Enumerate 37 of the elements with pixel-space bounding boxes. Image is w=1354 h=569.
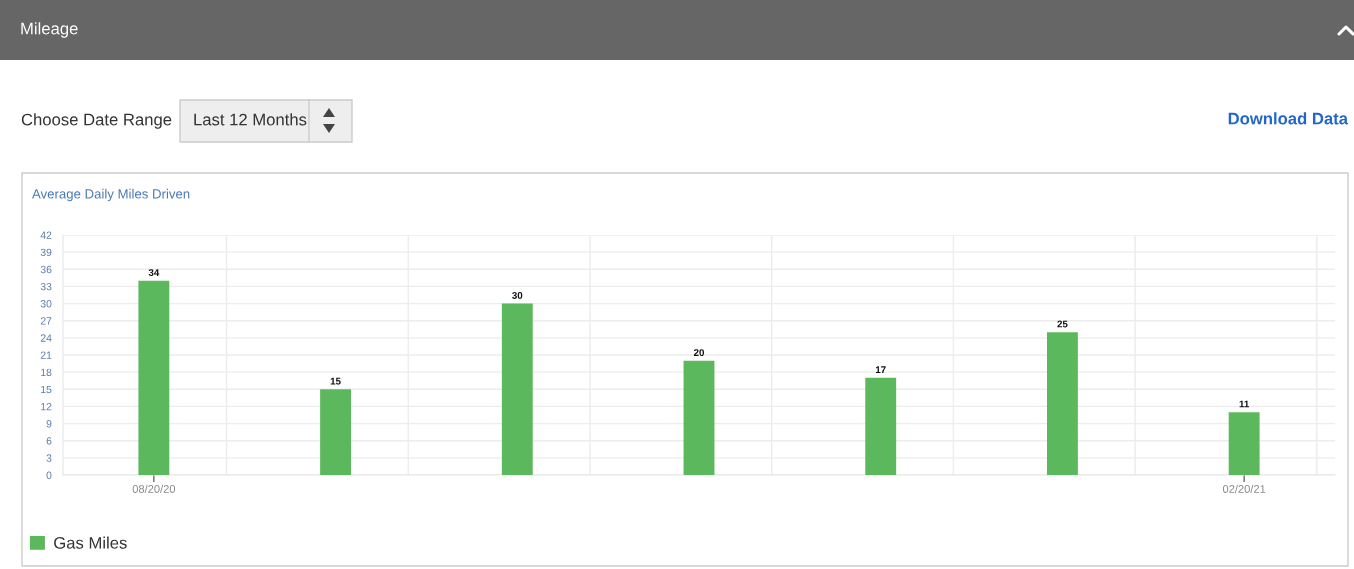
- y-tick-label: 21: [40, 351, 52, 359]
- legend-label: Gas Miles: [54, 536, 127, 549]
- data-label: 34: [148, 269, 160, 277]
- y-tick-label: 39: [40, 248, 52, 257]
- bar: [1046, 332, 1078, 475]
- text: Download Data: [1228, 112, 1349, 125]
- y-tick-label: 24: [40, 334, 52, 342]
- x-tick-label: 02/20/21: [1222, 484, 1266, 493]
- bar: [683, 360, 715, 475]
- bar: [138, 280, 170, 475]
- y-tick-label: 27: [40, 317, 52, 325]
- bar: [501, 303, 533, 475]
- y-tick-label: 3: [46, 454, 52, 462]
- y-tick-label: 30: [40, 300, 52, 308]
- y-tick-label: 9: [46, 420, 52, 428]
- y-tick-label: 36: [40, 265, 52, 274]
- y-tick-label: 0: [46, 471, 52, 479]
- text: Choose Date Range: [21, 113, 172, 129]
- y-tick-label: 18: [41, 368, 52, 377]
- bar: [865, 377, 897, 475]
- text: Mileage: [21, 22, 78, 38]
- y-tick-label: 6: [46, 437, 52, 445]
- data-label: 20: [693, 349, 705, 357]
- bar: [320, 389, 352, 475]
- y-tick-label: 33: [40, 282, 52, 291]
- y-tick-label: 15: [41, 385, 52, 394]
- bar: [1228, 412, 1260, 475]
- data-label: 15: [330, 377, 341, 385]
- y-tick-label: 12: [41, 402, 52, 411]
- data-label: 30: [512, 291, 523, 299]
- chart-title: Average Daily Miles Driven: [32, 188, 190, 202]
- data-label: 25: [1057, 320, 1068, 328]
- text: Last 12 Months: [194, 113, 307, 126]
- x-tick-label: 08/20/20: [132, 484, 176, 493]
- data-label: 17: [875, 366, 886, 374]
- data-label: 11: [1239, 400, 1250, 408]
- y-tick-label: 42: [40, 231, 52, 239]
